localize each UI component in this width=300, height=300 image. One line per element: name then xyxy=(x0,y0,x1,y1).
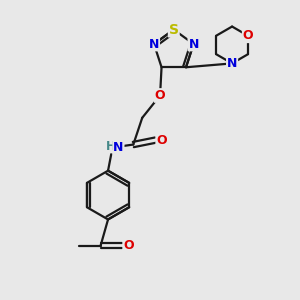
Text: N: N xyxy=(227,57,237,70)
Text: O: O xyxy=(155,89,165,102)
Text: N: N xyxy=(188,38,199,50)
Text: O: O xyxy=(156,134,167,147)
Text: N: N xyxy=(149,38,159,50)
Text: N: N xyxy=(113,141,124,154)
Text: O: O xyxy=(123,239,134,252)
Text: O: O xyxy=(243,29,253,42)
Text: S: S xyxy=(169,22,179,37)
Text: H: H xyxy=(106,140,116,152)
